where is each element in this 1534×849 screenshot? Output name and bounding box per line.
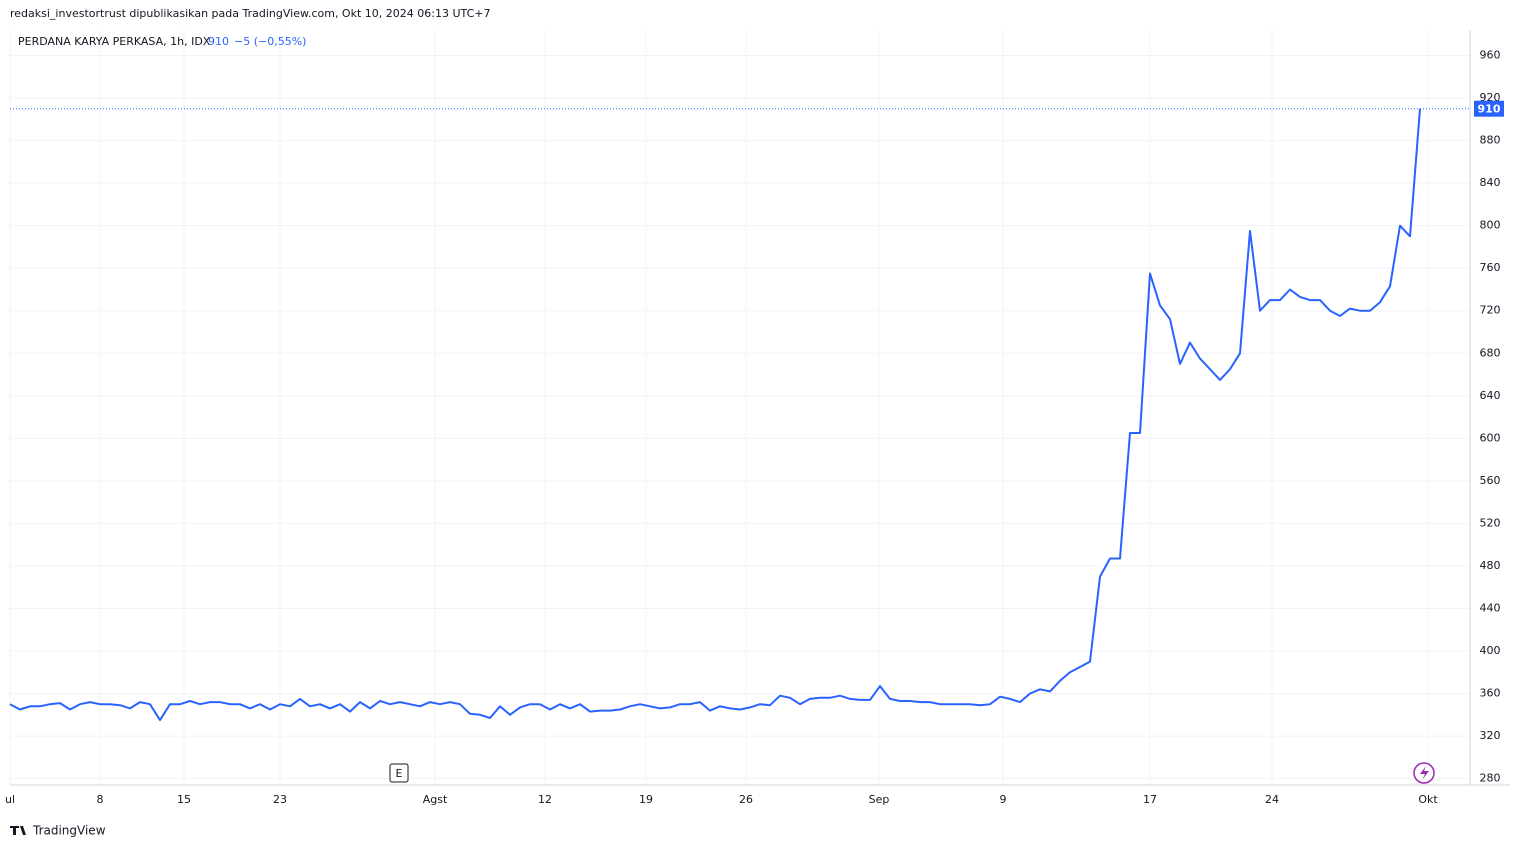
- split-icon-bolt: [1420, 766, 1429, 780]
- y-tick-label: 520: [1480, 516, 1501, 529]
- y-tick-label: 560: [1480, 474, 1501, 487]
- y-tick-label: 480: [1480, 559, 1501, 572]
- y-tick-label: 840: [1480, 176, 1501, 189]
- price-line: [9, 108, 1421, 722]
- last-price-box: [1474, 100, 1504, 117]
- y-tick-label: 880: [1480, 134, 1501, 147]
- x-tick-label: Agst: [423, 793, 448, 806]
- y-tick-label: 680: [1480, 346, 1501, 359]
- x-tick-label: 26: [739, 793, 753, 806]
- header: redaksi_investortrust dipublikasikan pad…: [10, 7, 490, 20]
- y-tick-label: 760: [1480, 261, 1501, 274]
- logo: [10, 826, 26, 835]
- x-tick-label: 24: [1265, 793, 1279, 806]
- legend-price: 910: [208, 35, 229, 48]
- y-tick-label: 280: [1480, 772, 1501, 785]
- x-tick-label: Okt: [1418, 793, 1438, 806]
- x-tick-label: 19: [639, 793, 653, 806]
- last-price-label: 910: [1478, 103, 1501, 116]
- event-marker[interactable]: [389, 763, 409, 783]
- x-tick-label: 12: [538, 793, 552, 806]
- chart-title: PERDANA KARYA PERKASA, 1h, IDX: [18, 35, 211, 48]
- y-tick-label: 320: [1480, 729, 1501, 742]
- footer: TradingView: [32, 824, 106, 838]
- x-tick-label: 23: [273, 793, 287, 806]
- y-tick-label: 720: [1480, 304, 1501, 317]
- y-tick-label: 960: [1480, 49, 1501, 62]
- x-tick-label: 8: [97, 793, 104, 806]
- x-tick-label: Sep: [869, 793, 890, 806]
- y-tick-label: 440: [1480, 601, 1501, 614]
- y-tick-label: 400: [1480, 644, 1501, 657]
- legend-change: −5 (−0,55%): [234, 35, 306, 48]
- y-tick-label: 360: [1480, 687, 1501, 700]
- event-marker-label: E: [396, 767, 403, 780]
- y-tick-label: 600: [1480, 431, 1501, 444]
- x-tick-label: 17: [1143, 793, 1157, 806]
- x-tick-label: 9: [1000, 793, 1007, 806]
- x-tick-label: ul: [5, 793, 15, 806]
- y-tick-label: 640: [1480, 389, 1501, 402]
- x-tick-label: 15: [177, 793, 191, 806]
- y-tick-label: 800: [1480, 219, 1501, 232]
